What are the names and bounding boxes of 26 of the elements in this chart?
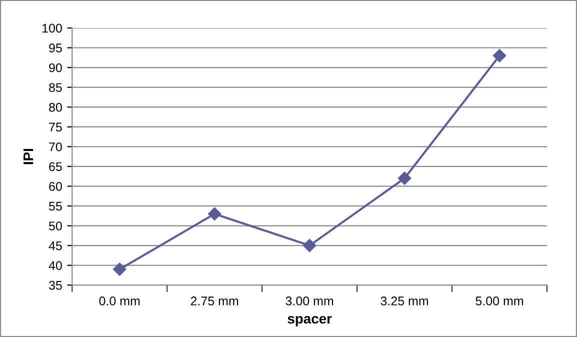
y-tick-label: 35 [48,280,62,290]
y-axis-title: IPI [24,148,34,164]
y-tick-label: 90 [49,63,62,72]
y-tick-label: 50 [49,222,62,230]
y-tick-label: 55 [49,202,62,211]
y-tick-label: 65 [49,162,62,172]
y-tick-label: 40 [48,261,62,270]
x-tick-label: 3.25 mm [380,296,428,306]
y-tick-label: 95 [49,44,62,52]
y-tick-label: 80 [49,102,62,112]
point [492,49,506,62]
y-tick-label: 45 [48,241,62,250]
x-tick-label: 0.0 mm [99,296,140,306]
x-axis-title: spacer [288,316,332,326]
point [208,207,222,220]
point [302,238,316,252]
x-tick-label: 3.00 mm [286,296,334,306]
point [398,172,412,185]
y-tick-label: 60 [49,182,62,191]
x-tick-label: 5.00 mm [476,296,523,306]
y-tick-label: 70 [49,142,62,152]
y-tick-label: 85 [49,83,62,92]
y-tick-label: 75 [49,122,62,132]
x-tick-label: 2.75 mm [190,296,238,306]
point [113,262,126,276]
y-tick-label: 100 [42,24,62,33]
